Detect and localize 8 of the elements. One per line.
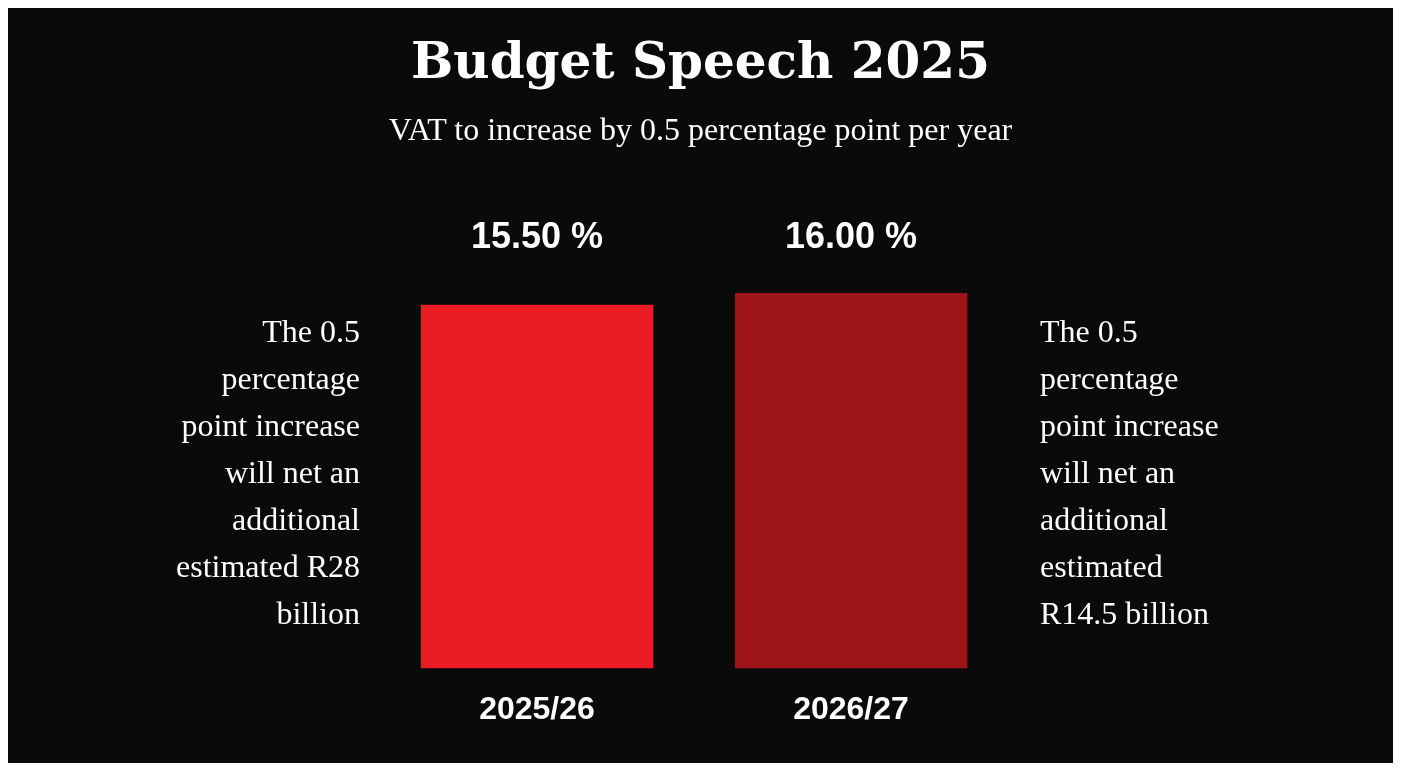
data-label: 16.00 % [784,215,918,256]
data-label: 15.50 % [470,215,604,256]
chart-title: Budget Speech 2025 [411,31,990,90]
chart-subtitle: VAT to increase by 0.5 percentage point per year [388,111,1013,147]
x-tick-label: 2026/27 [793,689,909,726]
x-tick-label: 2025/26 [479,689,595,726]
text: The 0.5 percentage point increase will net an additional estimated R14.5 billion [1040,312,1220,633]
text: The 0.5 percentage point increase will net an additional estimated R28 billion [175,312,360,633]
